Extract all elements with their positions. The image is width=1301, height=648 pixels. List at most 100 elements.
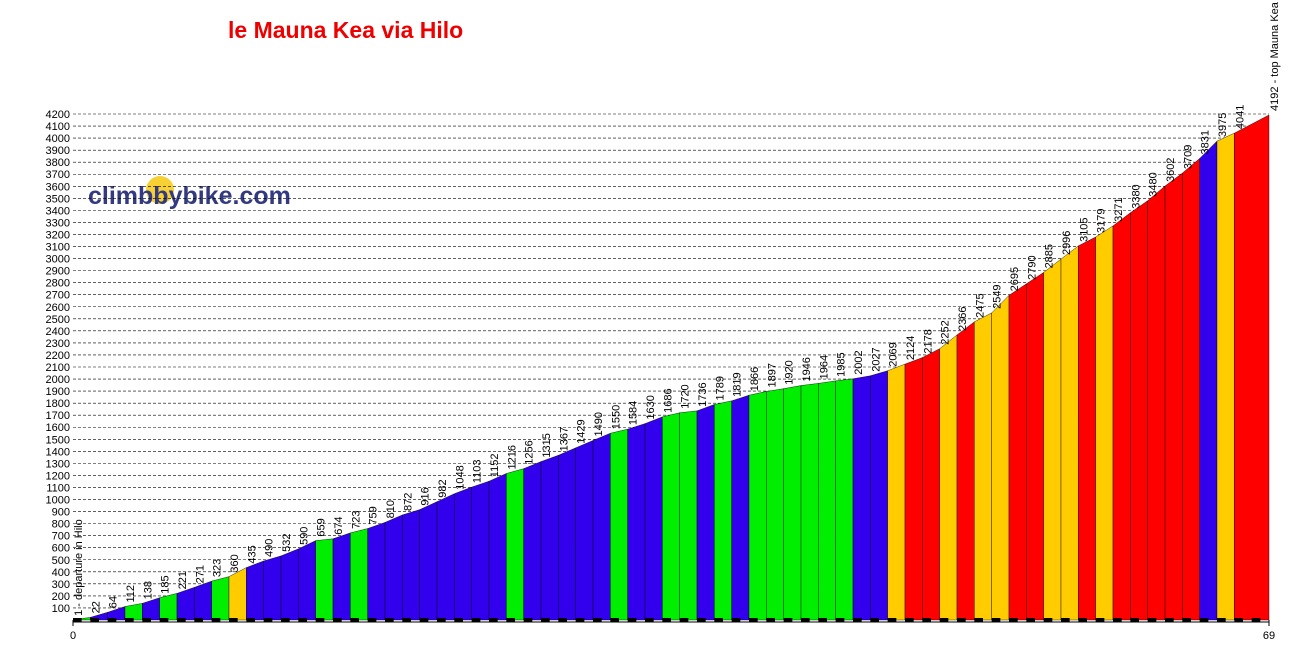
y-tick-label: 2600 xyxy=(46,302,70,314)
value-label: 1736 xyxy=(697,382,709,406)
profile-segment xyxy=(558,447,576,621)
profile-segment xyxy=(991,294,1010,621)
value-label: 1920 xyxy=(784,360,796,384)
profile-segment xyxy=(350,528,368,621)
y-tick-label: 2100 xyxy=(46,362,70,374)
value-label: 112 xyxy=(125,585,137,603)
profile-segment xyxy=(1216,132,1235,621)
axis-strip xyxy=(437,618,446,622)
axis-strip xyxy=(835,618,845,622)
profile-segment xyxy=(575,440,594,621)
value-label: 3975 xyxy=(1217,113,1229,137)
axis-strip xyxy=(1130,618,1139,622)
value-label: 2027 xyxy=(870,347,882,371)
axis-strip xyxy=(333,618,342,622)
value-label: 872 xyxy=(402,493,414,511)
axis-strip xyxy=(801,618,810,622)
value-label: 3179 xyxy=(1096,209,1108,233)
axis-strip xyxy=(1095,618,1105,622)
profile-segment xyxy=(1182,158,1200,621)
profile-segment xyxy=(870,370,888,621)
profile-segment xyxy=(1112,212,1131,621)
profile-segment xyxy=(1164,172,1183,621)
value-label: 1 - departure in Hilo xyxy=(73,519,85,616)
profile-segment xyxy=(662,412,680,621)
y-tick-label: 400 xyxy=(52,567,70,579)
profile-segment xyxy=(835,378,854,621)
value-label: 982 xyxy=(437,479,449,497)
value-label: 138 xyxy=(142,581,154,599)
axis-strip xyxy=(471,618,481,622)
value-label: 323 xyxy=(212,559,224,577)
axis-strip xyxy=(506,618,515,622)
value-label: 1550 xyxy=(610,405,622,429)
value-label: 1429 xyxy=(576,419,588,443)
axis-strip xyxy=(575,618,585,622)
value-label: 1946 xyxy=(801,357,813,381)
value-label: 2069 xyxy=(888,342,900,366)
axis-strip xyxy=(1217,618,1226,622)
value-label: 1490 xyxy=(593,412,605,436)
profile-segment xyxy=(332,532,351,621)
y-tick-label: 600 xyxy=(52,543,70,555)
value-label: 4192 - top Mauna Kea xyxy=(1269,1,1281,111)
value-label: 271 xyxy=(194,565,206,583)
value-label: 1819 xyxy=(732,372,744,396)
y-tick-label: 2000 xyxy=(46,374,70,386)
axis-strip xyxy=(385,618,394,622)
axis-strip xyxy=(367,618,377,622)
value-label: 2178 xyxy=(922,329,934,353)
profile-segment xyxy=(142,597,160,621)
profile-segment xyxy=(679,410,698,621)
axis-strip xyxy=(1251,618,1261,622)
value-label: 1985 xyxy=(836,352,848,376)
axis-strip xyxy=(523,618,533,622)
y-tick-label: 1100 xyxy=(46,482,70,494)
axis-strip xyxy=(125,618,134,622)
watermark: climbbybike.com xyxy=(88,182,291,210)
y-tick-label: 3900 xyxy=(46,145,70,157)
y-tick-label: 700 xyxy=(52,531,70,543)
profile-segment xyxy=(1095,225,1114,621)
value-label: 2002 xyxy=(853,350,865,374)
axis-strip xyxy=(887,618,897,622)
axis-strip xyxy=(922,618,931,622)
axis-strip xyxy=(957,618,966,622)
axis-strip xyxy=(177,618,186,622)
axis-strip xyxy=(697,618,706,622)
y-tick-label: 2500 xyxy=(46,314,70,326)
profile-segment xyxy=(280,548,299,621)
y-tick-label: 1700 xyxy=(46,410,70,422)
value-label: 1686 xyxy=(662,388,674,412)
profile-segment xyxy=(194,580,212,621)
profile-segment xyxy=(748,391,767,621)
y-tick-label: 3500 xyxy=(46,193,70,205)
value-label: 1866 xyxy=(749,367,761,391)
value-label: 1897 xyxy=(766,363,778,387)
axis-strip xyxy=(905,618,914,622)
y-tick-label: 2400 xyxy=(46,326,70,338)
y-tick-label: 3400 xyxy=(46,205,70,217)
value-label: 916 xyxy=(420,487,432,505)
profile-segment xyxy=(246,560,264,621)
axis-strip xyxy=(627,618,637,622)
profile-segment xyxy=(1130,200,1148,621)
value-label: 1152 xyxy=(489,454,501,478)
y-tick-label: 1500 xyxy=(46,434,70,446)
y-tick-label: 1800 xyxy=(46,398,70,410)
value-label: 64 xyxy=(108,596,120,608)
profile-segment xyxy=(852,375,871,621)
profile-segment xyxy=(523,461,542,621)
profile-segment xyxy=(1199,140,1218,621)
axis-strip xyxy=(402,618,411,622)
profile-segment xyxy=(419,501,438,621)
profile-segment xyxy=(644,416,663,621)
y-tick-label: 3700 xyxy=(46,169,70,181)
x-tick-label: 69 xyxy=(1263,630,1275,642)
axis-strip xyxy=(1234,618,1243,622)
y-tick-label: 4000 xyxy=(46,133,70,145)
y-tick-label: 1000 xyxy=(46,495,70,507)
profile-segment xyxy=(610,428,628,621)
axis-strip xyxy=(194,618,203,622)
y-tick-label: 3000 xyxy=(46,254,70,266)
